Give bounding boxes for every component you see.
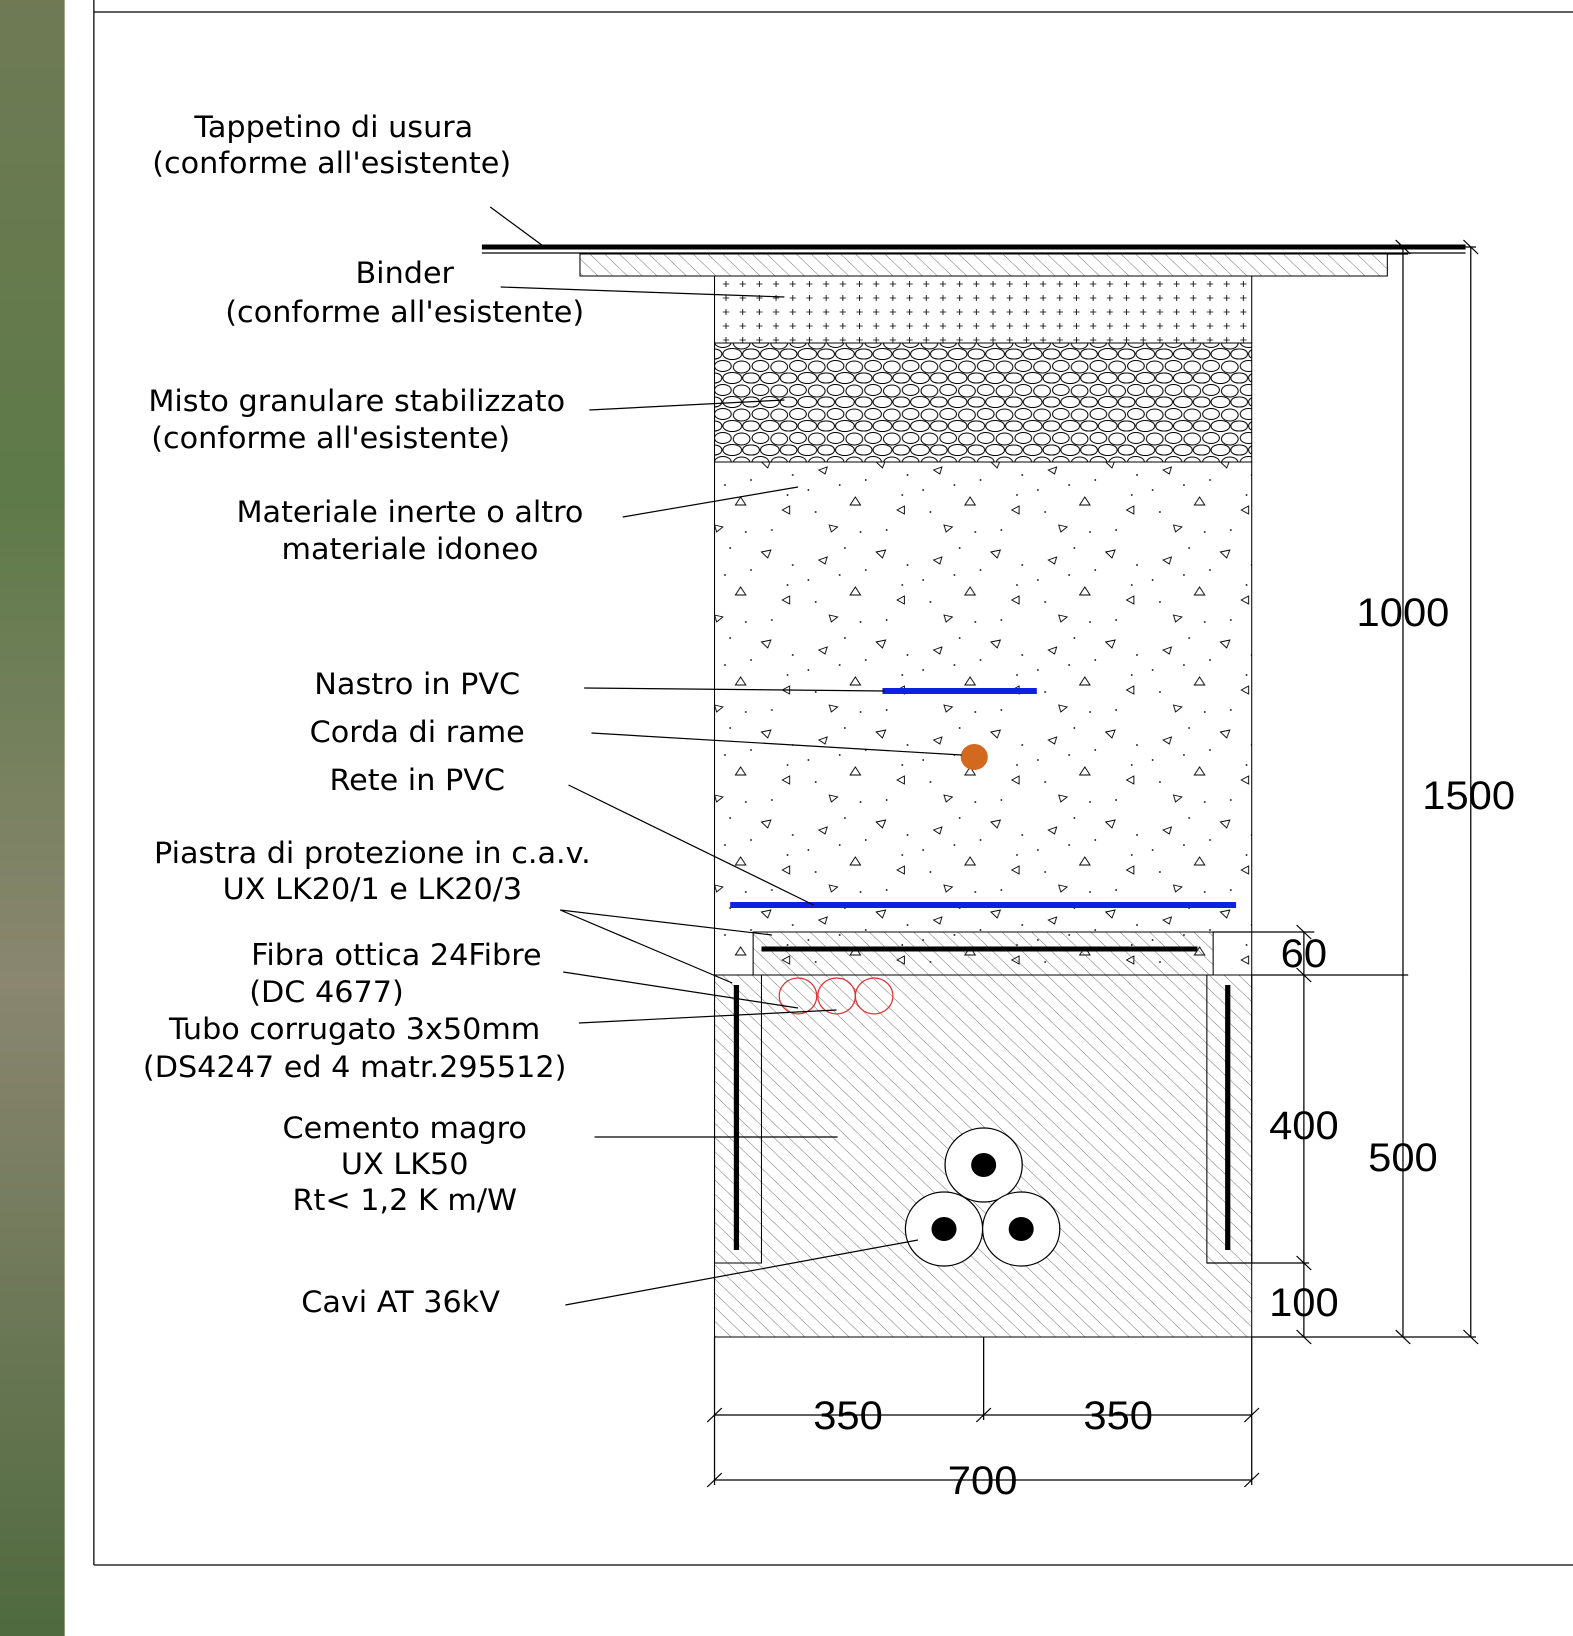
callout-label: (conforme all'esistente): [151, 421, 510, 455]
callout-label: Cemento magro: [283, 1111, 527, 1145]
callout-label: Nastro in PVC: [314, 667, 520, 701]
section: [481, 244, 1466, 1338]
dimension-label: 350: [1083, 1393, 1153, 1438]
dimension-label: 400: [1269, 1103, 1339, 1148]
dimension-label: 1500: [1422, 773, 1515, 818]
dimension-label: 60: [1281, 931, 1327, 976]
dimension-label: 350: [813, 1393, 883, 1438]
dimension-lines: [706, 239, 1479, 1488]
callout-label: (conforme all'esistente): [225, 295, 584, 329]
leader-lines: [489, 206, 962, 1306]
callout-label: Corda di rame: [310, 715, 525, 749]
callout-label: Materiale inerte o altro: [236, 495, 583, 529]
callout-label: UX LK20/1 e LK20/3: [223, 872, 522, 906]
callout-label: Rt< 1,2 K m/W: [292, 1183, 517, 1217]
callout-label: UX LK50: [341, 1147, 469, 1181]
dimension-label: 700: [948, 1458, 1018, 1503]
callout-label: Fibra ottica 24Fibre: [251, 938, 541, 972]
callout-label: Misto granulare stabilizzato: [148, 384, 565, 418]
callout-label: Cavi AT 36kV: [301, 1285, 500, 1319]
callout-label: (DC 4677): [249, 975, 404, 1009]
callout-label: (conforme all'esistente): [152, 146, 511, 180]
callout-label: Tubo corrugato 3x50mm: [168, 1012, 540, 1046]
dimension-label: 1000: [1357, 590, 1450, 635]
callout-label: (DS4247 ed 4 matr.295512): [143, 1050, 567, 1084]
dimension-label: 100: [1269, 1280, 1339, 1325]
callout-label: Tappetino di usura: [193, 110, 473, 144]
aerial-strip: [0, 0, 65, 1636]
callout-label: Piastra di protezione in c.a.v.: [154, 836, 591, 870]
callout-label: Binder: [355, 256, 454, 290]
callout-label: Rete in PVC: [329, 763, 505, 797]
dimension-label: 500: [1368, 1135, 1438, 1180]
callout-label: materiale idoneo: [282, 532, 539, 566]
